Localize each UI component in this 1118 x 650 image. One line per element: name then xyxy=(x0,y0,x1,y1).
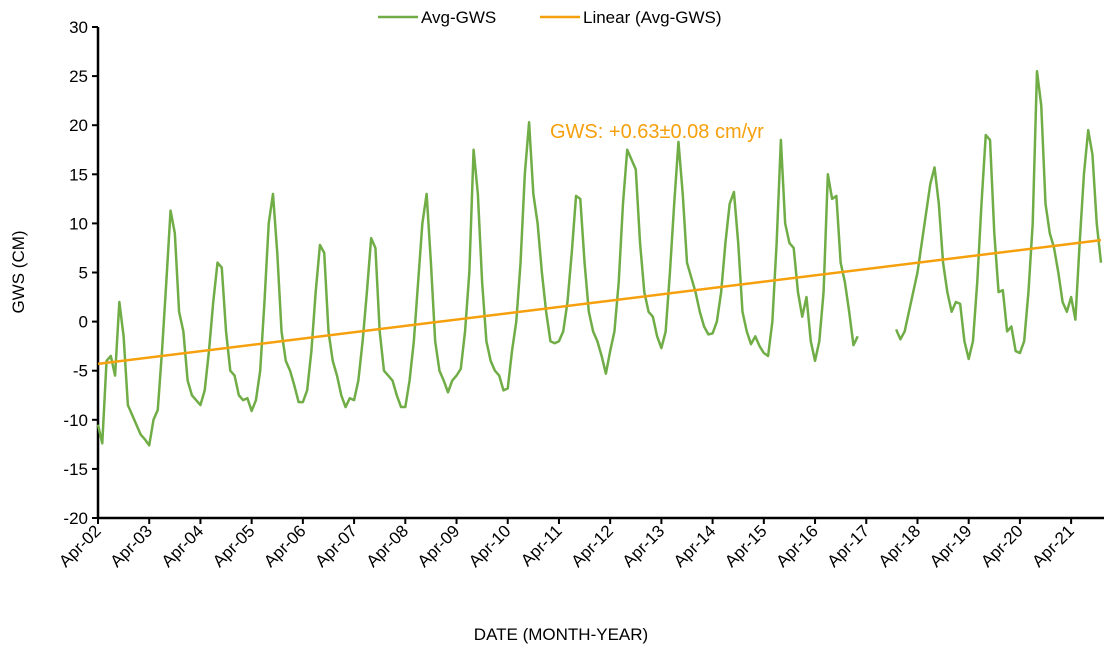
x-tick-label: Apr-12 xyxy=(567,521,617,571)
x-tick-label: Apr-02 xyxy=(55,521,105,571)
x-tick-label: Apr-14 xyxy=(670,521,720,571)
x-tick-label: Apr-05 xyxy=(209,521,259,571)
x-tick-label: Apr-15 xyxy=(721,521,771,571)
x-tick-label: Apr-06 xyxy=(260,521,310,571)
y-tick-label: -5 xyxy=(73,362,88,381)
y-tick-label: 15 xyxy=(69,165,88,184)
x-tick-label: Apr-17 xyxy=(824,521,874,571)
y-tick-label: 30 xyxy=(69,18,88,37)
y-tick-label: 10 xyxy=(69,214,88,233)
x-tick-label: Apr-16 xyxy=(772,521,822,571)
legend-label: Avg-GWS xyxy=(421,8,496,27)
x-tick-label: Apr-08 xyxy=(363,521,413,571)
x-tick-label: Apr-21 xyxy=(1028,521,1078,571)
legend-label: Linear (Avg-GWS) xyxy=(583,8,722,27)
y-tick-label: -20 xyxy=(63,509,88,528)
x-tick-label: Apr-19 xyxy=(926,521,976,571)
y-tick-label: -10 xyxy=(63,411,88,430)
x-tick-label: Apr-09 xyxy=(414,521,464,571)
y-tick-label: -15 xyxy=(63,460,88,479)
x-tick-label: Apr-13 xyxy=(619,521,669,571)
y-tick-label: 25 xyxy=(69,67,88,86)
x-tick-label: Apr-03 xyxy=(107,521,157,571)
y-tick-label: 5 xyxy=(79,264,88,283)
x-axis-title: DATE (MONTH-YEAR) xyxy=(474,625,648,644)
series-line xyxy=(97,238,1102,366)
x-tick-label: Apr-20 xyxy=(977,521,1027,571)
series-line xyxy=(96,69,1103,447)
y-tick-label: 0 xyxy=(79,313,88,332)
x-tick-label: Apr-07 xyxy=(311,521,361,571)
annotation: GWS: +0.63±0.08 cm/yr xyxy=(550,121,764,143)
y-tick-label: 20 xyxy=(69,116,88,135)
y-axis-title: GWS (CM) xyxy=(9,230,28,313)
x-tick-label: Apr-04 xyxy=(158,521,208,571)
x-tick-label: Apr-11 xyxy=(517,521,566,570)
x-tick-label: Apr-18 xyxy=(875,521,925,571)
x-tick-label: Apr-10 xyxy=(465,521,515,571)
